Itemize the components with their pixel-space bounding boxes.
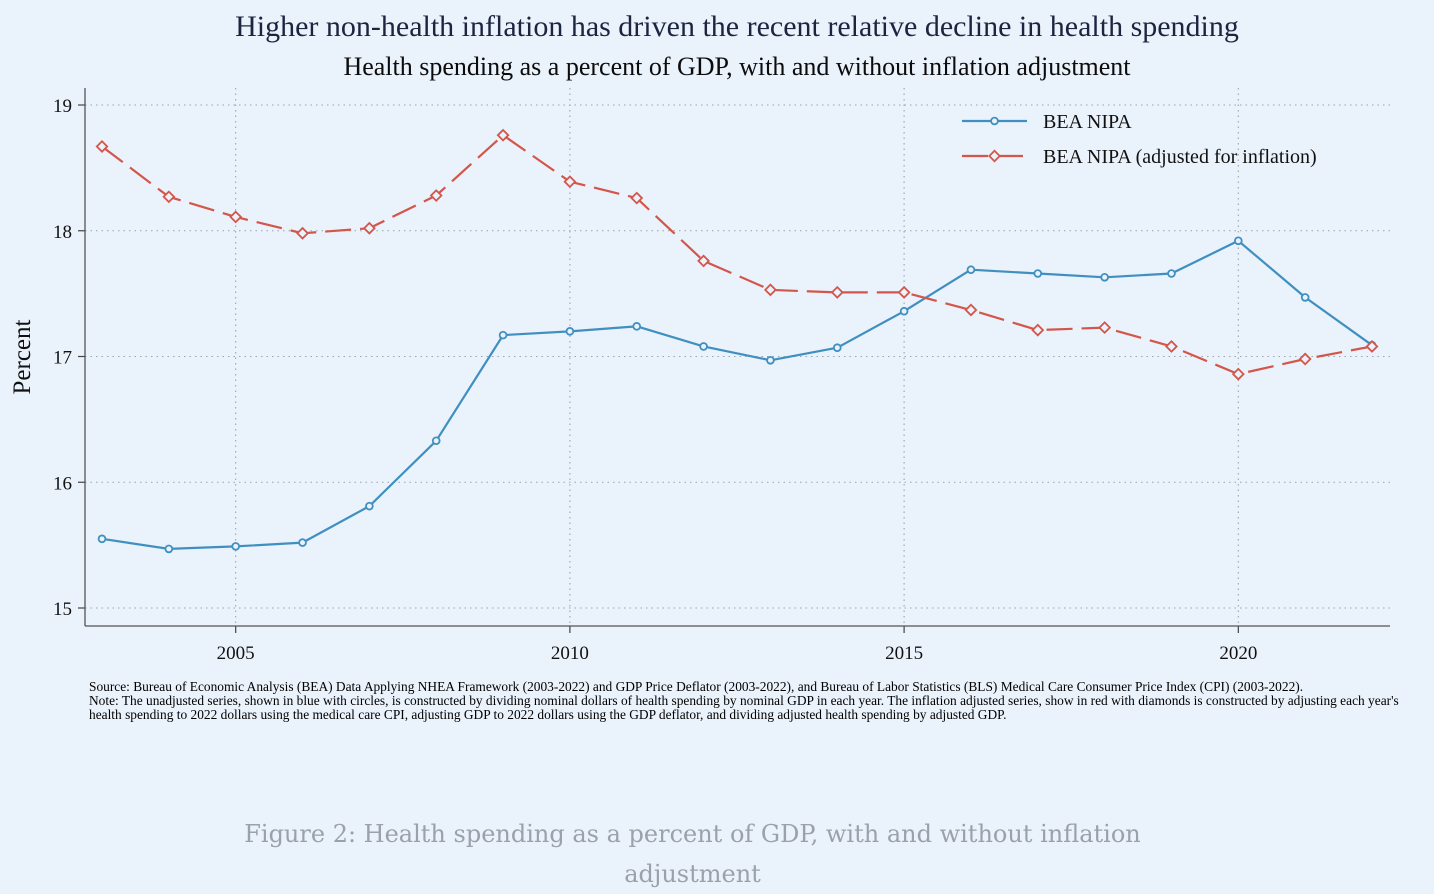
data-point-circle <box>899 306 909 316</box>
chart-notes: Source: Bureau of Economic Analysis (BEA… <box>89 679 1415 723</box>
data-point-diamond <box>1365 339 1379 353</box>
data-point-circle <box>1167 269 1176 278</box>
data-point-diamond <box>229 210 243 224</box>
chart-subtitle: Health spending as a percent of GDP, wit… <box>343 52 1131 81</box>
data-point-circle <box>431 436 441 446</box>
legend-label: BEA NIPA <box>1043 111 1132 133</box>
data-point-diamond <box>95 140 109 153</box>
data-point-circle <box>231 542 240 551</box>
series-bea-nipa <box>97 236 1377 554</box>
data-point-circle <box>1100 272 1109 282</box>
data-point-circle <box>298 538 307 547</box>
x-tick-label: 2010 <box>551 643 589 664</box>
y-tick-label: 15 <box>53 599 72 620</box>
legend-item: BEA NIPA (adjusted for inflation) <box>962 146 1317 168</box>
legend-marker <box>990 116 999 126</box>
y-tick-label: 19 <box>53 96 72 117</box>
y-tick-label: 17 <box>53 348 72 369</box>
data-point-diamond <box>964 303 978 317</box>
series-bea-nipa-adjusted <box>95 128 1379 381</box>
data-point-circle <box>966 265 976 275</box>
data-point-diamond <box>630 191 644 205</box>
data-point-diamond <box>296 226 309 240</box>
data-point-circle <box>699 342 708 351</box>
series-line <box>101 239 1373 551</box>
y-tick-label: 18 <box>53 222 72 243</box>
x-tick-label: 2020 <box>1219 643 1257 664</box>
legend-label: BEA NIPA (adjusted for inflation) <box>1043 146 1317 168</box>
figure-caption: Figure 2: Health spending as a percent o… <box>244 820 1141 888</box>
data-point-diamond <box>496 128 510 142</box>
data-point-diamond <box>897 285 911 299</box>
data-point-diamond <box>563 175 577 189</box>
data-point-diamond <box>1231 367 1245 381</box>
chart-title: Higher non-health inflation has driven t… <box>235 10 1239 43</box>
data-point-circle <box>832 343 842 352</box>
legend: BEA NIPA BEA NIPA (adjusted for inflation… <box>962 111 1317 168</box>
data-point-diamond <box>1298 352 1312 366</box>
y-axis-label: Percent <box>9 319 36 394</box>
data-point-circle <box>1300 293 1310 302</box>
data-point-circle <box>365 501 374 511</box>
data-point-circle <box>632 322 642 331</box>
data-point-diamond <box>429 189 443 203</box>
data-point-circle <box>498 330 508 340</box>
data-point-diamond <box>1165 339 1178 353</box>
legend-item: BEA NIPA <box>962 111 1132 133</box>
x-tick-label: 2015 <box>885 643 923 664</box>
source-note: Source: Bureau of Economic Analysis (BEA… <box>89 679 1304 694</box>
data-point-diamond <box>1031 323 1045 337</box>
data-point-diamond <box>362 221 376 235</box>
series-line <box>101 134 1373 376</box>
legend-marker <box>988 149 1001 163</box>
data-point-circle <box>164 544 174 554</box>
data-point-diamond <box>1098 321 1112 335</box>
data-point-circle <box>766 355 775 365</box>
data-point-diamond <box>763 283 777 297</box>
axes: 15 16 17 18 19 2005 2010 2015 2020 <box>53 88 1390 664</box>
data-point-circle <box>1234 236 1243 246</box>
plot-area <box>95 128 1379 554</box>
chart: Higher non-health inflation has driven t… <box>9 10 1390 664</box>
data-point-diamond <box>697 254 711 268</box>
data-point-diamond <box>162 190 176 204</box>
method-note: Note: The unadjusted series, shown in bl… <box>89 693 1399 723</box>
x-tick-label: 2005 <box>217 643 255 664</box>
data-point-circle <box>97 534 107 544</box>
data-point-circle <box>1033 269 1043 278</box>
data-point-diamond <box>830 285 844 299</box>
y-tick-label: 16 <box>53 473 72 494</box>
data-point-circle <box>565 327 575 336</box>
